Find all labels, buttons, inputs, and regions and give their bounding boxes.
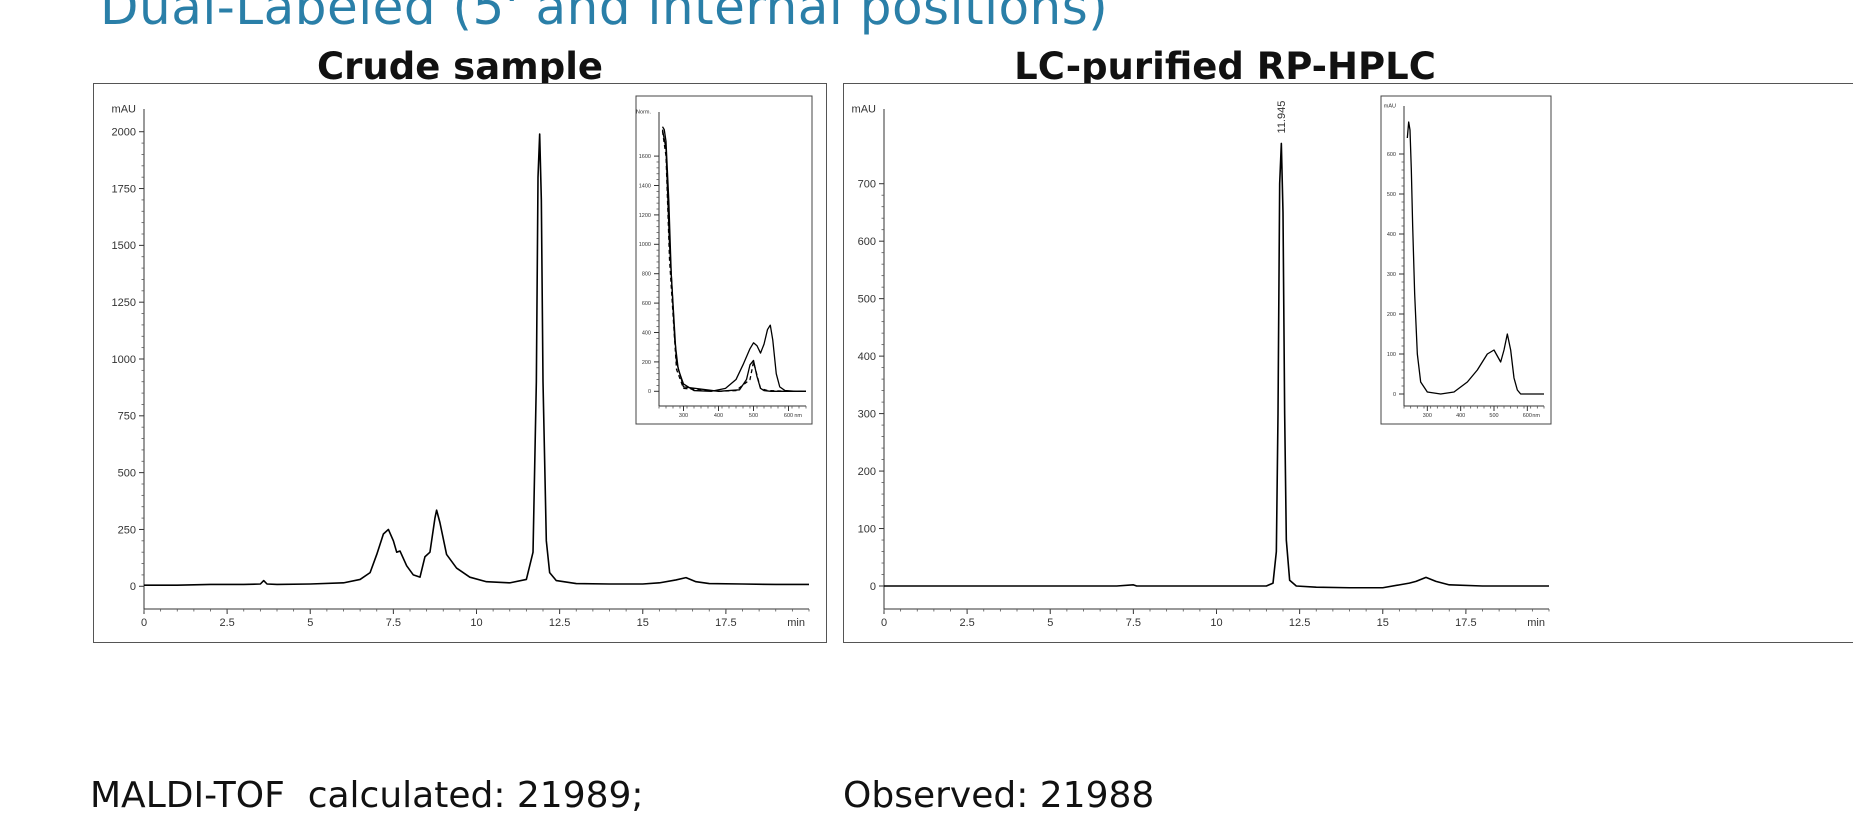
crude-x-tick-label: 17.5 (715, 617, 736, 629)
purified-inset-y-tick-label: 200 (1387, 312, 1396, 318)
purified-x-tick-label: 15 (1377, 617, 1389, 629)
crude-x-tick-label: 15 (637, 617, 649, 629)
purified-x-tick-label: 12.5 (1289, 617, 1310, 629)
crude-inset-y-tick-label: 1600 (639, 154, 651, 160)
crude-chart-frame: 0 250 500 750 1000 1250 1500 1750 2000 0 2.5 5 7.5 10… (93, 83, 827, 643)
purified-y-tick-label: 100 (858, 523, 876, 535)
purified-y-tick-label: 300 (858, 408, 876, 420)
crude-sample-title: Crude sample (316, 45, 603, 88)
purified-x-tick-label: 17.5 (1455, 617, 1476, 629)
purified-y-tick-label: 200 (858, 466, 876, 478)
purified-y-tick-label: 500 (858, 294, 876, 306)
crude-series-line-0 (144, 133, 809, 586)
purified-inset-y-tick-label: 600 (1387, 152, 1396, 158)
purified-inset-y-tick-label: 0 (1393, 392, 1396, 398)
crude-inset-y-tick-label: 200 (642, 360, 651, 366)
crude-y-tick-label: 1750 (112, 183, 136, 195)
purified-chart: 0 100 200 300 400 500 600 700 0 2.5 5 7.5 10 12.5 15 17… (852, 95, 1552, 629)
purified-y-axis-label: mAU (852, 103, 877, 115)
purified-inset-y-tick-label: 100 (1387, 352, 1396, 358)
crude-y-tick-label: 0 (130, 581, 136, 593)
purified-y-tick-label: 400 (858, 351, 876, 363)
purified-x-axis-label: min (1527, 617, 1545, 629)
crude-x-tick-label: 5 (307, 617, 313, 629)
crude-y-tick-label: 250 (118, 524, 136, 536)
purified-x-tick-label: 10 (1210, 617, 1222, 629)
maldi-observed-caption: Observed: 21988 (843, 775, 1155, 816)
purified-y-tick-label: 0 (870, 581, 876, 593)
purified-series-line-0 (884, 142, 1549, 589)
purified-inset-y-tick-label: 500 (1387, 192, 1396, 198)
purified-inset-x-tick-label: 500 (1489, 413, 1498, 419)
crude-inset-y-tick-label: 800 (642, 272, 651, 278)
crude-x-tick-label: 2.5 (219, 617, 234, 629)
crude-x-tick-label: 10 (470, 617, 482, 629)
purified-inset-series-line-0 (1406, 121, 1544, 395)
purified-inset-x-tick-label: 400 (1456, 413, 1465, 419)
crude-inset-series-line-2 (661, 131, 806, 392)
page-title: Dual-Labeled (5' and internal positions) (100, 0, 1109, 36)
purified-peak-annotation: 11.945 (1276, 101, 1288, 134)
purified-inset-x-axis-label: nm (1532, 413, 1540, 419)
purified-chart-frame: 0 100 200 300 400 500 600 700 0 2.5 5 7.5 10 12.5 15 17… (843, 83, 1853, 643)
crude-y-tick-label: 500 (118, 467, 136, 479)
purified-x-tick-label: 2.5 (959, 617, 974, 629)
crude-y-tick-label: 1250 (112, 297, 136, 309)
crude-y-tick-label: 2000 (112, 127, 136, 139)
crude-x-tick-label: 12.5 (549, 617, 570, 629)
crude-inset-x-axis-label: nm (794, 413, 802, 419)
crude-inset-x-tick-label: 500 (749, 413, 758, 419)
purified-inset-frame (1380, 95, 1552, 425)
purified-inset-y-tick-label: 400 (1387, 232, 1396, 238)
purified-x-tick-label: 0 (881, 617, 887, 629)
crude-y-tick-label: 1500 (112, 240, 136, 252)
crude-y-tick-label: 1000 (112, 354, 136, 366)
crude-y-tick-label: 750 (118, 411, 136, 423)
purified-inset-x-tick-label: 600 (1523, 413, 1532, 419)
crude-inset-y-tick-label: 0 (648, 389, 651, 395)
crude-inset-series-line-1 (661, 129, 806, 392)
crude-inset-y-tick-label: 600 (642, 301, 651, 307)
crude-x-tick-label: 7.5 (386, 617, 401, 629)
crude-inset-y-axis-label: Norm. (636, 110, 651, 116)
purified-x-tick-label: 5 (1047, 617, 1053, 629)
purified-x-tick-label: 7.5 (1126, 617, 1141, 629)
purified-y-tick-label: 600 (858, 236, 876, 248)
crude-inset-x-tick-label: 400 (714, 413, 723, 419)
crude-inset-y-tick-label: 1200 (639, 213, 651, 219)
maldi-calculated-caption: MALDI-TOF calculated: 21989; (90, 775, 644, 816)
crude-inset-x-tick-label: 300 (679, 413, 688, 419)
purified-inset-y-tick-label: 300 (1387, 272, 1396, 278)
purified-inset-x-tick-label: 300 (1423, 413, 1432, 419)
purified-inset-y-axis-label: mAU (1384, 104, 1396, 110)
crude-y-axis-label: mAU (112, 103, 137, 115)
purified-y-tick-label: 700 (858, 179, 876, 191)
crude-inset-frame (635, 95, 813, 425)
crude-x-axis-label: min (787, 617, 805, 629)
crude-inset-x-tick-label: 600 (784, 413, 793, 419)
crude-inset-y-tick-label: 1400 (639, 183, 651, 189)
crude-inset-y-tick-label: 1000 (639, 242, 651, 248)
crude-inset-y-tick-label: 400 (642, 330, 651, 336)
purified-title: LC-purified RP-HPLC (1014, 45, 1436, 88)
crude-x-tick-label: 0 (141, 617, 147, 629)
